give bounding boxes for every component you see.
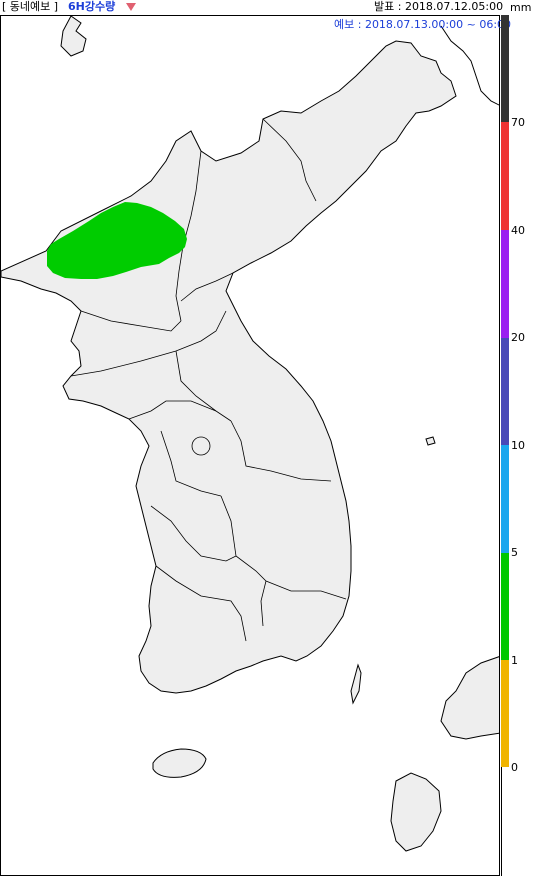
korea-map-svg <box>1 16 499 852</box>
header-bar: [ 동네예보 ] 6H강수량 발표 : 2018.07.12.05:00 mm <box>0 0 536 15</box>
province-boundaries <box>70 118 347 642</box>
northeast-coastline <box>440 25 499 106</box>
issue-time-label: 발표 : 2018.07.12.05:00 <box>374 0 504 13</box>
legend-seg-10-20 <box>501 338 509 445</box>
legend-seg-zero <box>501 767 509 876</box>
legend-tick-40: 40 <box>511 224 525 237</box>
forecast-time-label: 예보 : 2018.07.13.00:00 ~ 06:00 <box>334 18 512 31</box>
unit-label: mm <box>510 1 532 14</box>
legend-seg-5-10 <box>501 445 509 553</box>
legend-seg-40-70 <box>501 122 509 230</box>
legend-colorbar <box>501 15 509 876</box>
legend-tick-10: 10 <box>511 439 525 452</box>
rain-area-1-5mm <box>47 202 187 279</box>
legend-seg-1-5 <box>501 553 509 660</box>
legend-tick-5: 5 <box>511 546 518 559</box>
japan-coast <box>440 656 499 740</box>
legend-seg-0-1 <box>501 660 509 767</box>
map-area <box>0 15 500 876</box>
ulleung-island <box>425 436 436 446</box>
legend-tick-70: 70 <box>511 116 525 129</box>
product-name-label: 6H강수량 <box>68 0 116 13</box>
peninsula-land <box>1 40 457 694</box>
jeju-island <box>152 748 207 778</box>
tsushima-island <box>350 663 362 705</box>
legend-seg-above-70 <box>501 15 509 122</box>
legend-tick-1: 1 <box>511 654 518 667</box>
legend-tick-20: 20 <box>511 331 525 344</box>
legend-tick-0: 0 <box>511 761 518 774</box>
dropdown-triangle-icon[interactable] <box>126 3 136 11</box>
legend-seg-20-40 <box>501 230 509 338</box>
northern-border-land <box>60 16 87 57</box>
kyushu-island <box>390 772 442 852</box>
product-group-label: [ 동네예보 ] <box>2 0 59 13</box>
